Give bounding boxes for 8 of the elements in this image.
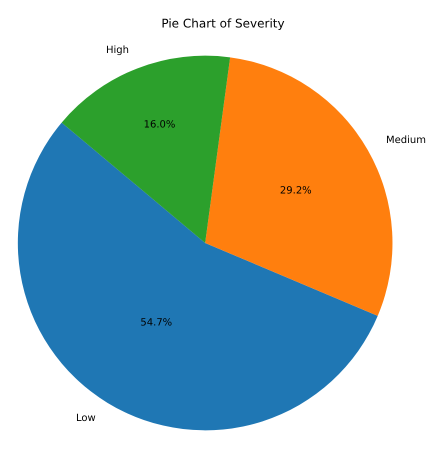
slice-label: Medium xyxy=(386,135,426,146)
data-label: 29.2% xyxy=(280,186,312,197)
data-label: 16.0% xyxy=(144,120,176,131)
pie-slice xyxy=(62,56,230,243)
chart-title: Pie Chart of Severity xyxy=(161,16,285,30)
slice-label: High xyxy=(106,45,129,56)
data-label: 54.7% xyxy=(140,317,172,328)
slice-label: Low xyxy=(76,413,96,424)
